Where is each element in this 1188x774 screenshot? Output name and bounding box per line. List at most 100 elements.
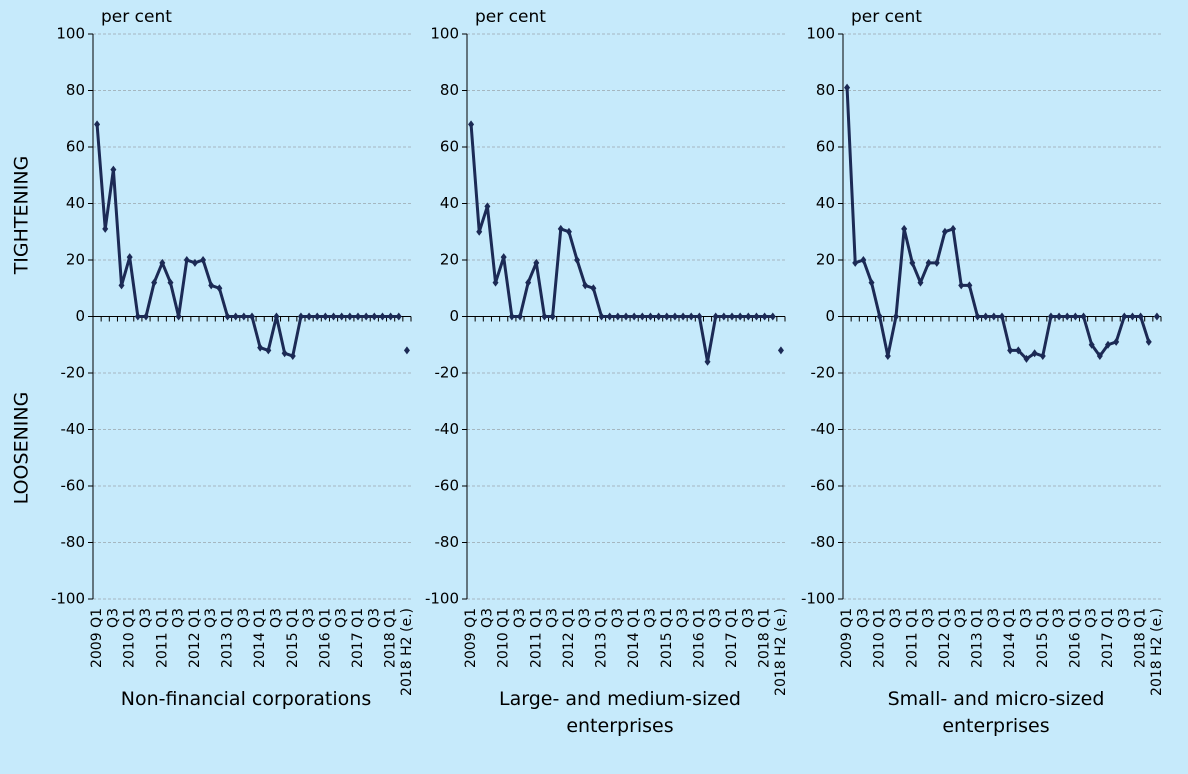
point <box>476 227 483 236</box>
x-tick-label: 2016 Q1 <box>1067 608 1083 668</box>
x-tick-label: Q3 <box>171 608 187 628</box>
point <box>999 312 1005 321</box>
y-tick-label: -80 <box>435 533 460 551</box>
point <box>982 312 989 321</box>
point <box>1007 346 1014 355</box>
x-tick-label: 2017 Q1 <box>724 608 740 668</box>
y-tick-label: -80 <box>61 533 86 551</box>
x-tick-label: 2011 Q1 <box>528 608 544 668</box>
point <box>860 256 867 264</box>
point <box>729 312 735 321</box>
x-tick-label: Q3 <box>479 608 495 628</box>
point <box>639 312 646 321</box>
y-tick-label: 60 <box>440 138 459 156</box>
x-tick-label: 2014 Q1 <box>252 608 268 668</box>
point <box>355 312 361 321</box>
x-tick-label: 2015 Q1 <box>1035 608 1051 668</box>
y-tick-label: 60 <box>66 138 85 156</box>
point <box>159 258 166 267</box>
point <box>110 165 117 174</box>
x-tick-label: 2012 Q1 <box>937 608 953 668</box>
point <box>175 312 182 321</box>
x-tick-label: 2014 Q1 <box>1002 608 1018 668</box>
point <box>909 258 916 267</box>
x-tick-label: 2017 Q1 <box>1100 608 1116 668</box>
point <box>102 224 109 233</box>
point <box>143 312 149 321</box>
point <box>753 312 760 321</box>
point <box>314 312 321 321</box>
point <box>720 312 727 321</box>
x-tick-label: Q3 <box>610 608 626 628</box>
point <box>688 312 695 321</box>
y-tick-label: 40 <box>66 194 85 212</box>
point <box>852 258 859 267</box>
x-tick-label: 2011 Q1 <box>904 608 920 668</box>
point <box>167 278 174 287</box>
x-tick-label: 2009 Q1 <box>89 608 105 668</box>
point <box>696 312 703 321</box>
unit-label: per cent <box>475 7 546 27</box>
point <box>281 349 288 358</box>
point <box>712 312 719 321</box>
x-tick-label: Q3 <box>105 608 121 628</box>
x-tick-label: Q3 <box>577 608 593 628</box>
point <box>1056 312 1063 321</box>
y-tick-label: -40 <box>811 420 836 438</box>
x-tick-label: 2010 Q1 <box>122 608 138 668</box>
y-tick-label: -100 <box>425 590 459 608</box>
point <box>933 258 940 267</box>
point <box>582 281 589 290</box>
point <box>737 312 744 321</box>
x-tick-label: Q3 <box>334 608 350 628</box>
y-tick-label: -100 <box>51 590 85 608</box>
point <box>549 312 556 321</box>
point <box>232 312 239 321</box>
point <box>94 120 101 129</box>
point <box>590 284 597 293</box>
x-tick-label: Q3 <box>642 608 658 628</box>
x-tick-label: 2013 Q1 <box>594 608 610 668</box>
point <box>614 312 621 321</box>
panel-title: Large- and medium-sized enterprises <box>499 688 741 737</box>
x-tick-label: 2013 Q1 <box>970 608 986 668</box>
point <box>1031 349 1038 358</box>
point <box>647 312 654 321</box>
x-tick-label: Q3 <box>138 608 154 628</box>
y-tick-label: 80 <box>816 81 835 99</box>
y-tick-label: -20 <box>435 364 460 382</box>
x-tick-label: 2018 Q1 <box>383 608 399 668</box>
point <box>297 312 304 321</box>
point <box>1047 312 1054 321</box>
point <box>468 120 475 129</box>
point <box>671 312 678 321</box>
point <box>745 312 752 321</box>
point <box>240 312 247 321</box>
point <box>200 256 207 264</box>
point <box>655 312 662 321</box>
point <box>330 312 337 321</box>
point <box>704 357 711 366</box>
point <box>265 346 272 355</box>
x-tick-label: 2016 Q1 <box>691 608 707 668</box>
x-tick-label: Q3 <box>1116 608 1132 628</box>
x-tick-label: Q3 <box>301 608 317 628</box>
point <box>958 281 965 290</box>
x-tick-label: 2013 Q1 <box>220 608 236 668</box>
point <box>541 312 548 321</box>
y-tick-label: 20 <box>816 251 835 269</box>
y-tick-label: -60 <box>435 477 460 495</box>
x-tick-label: Q3 <box>1084 608 1100 628</box>
point <box>876 312 883 321</box>
point <box>1153 312 1160 321</box>
panel-title: Small- and micro-sized enterprises <box>887 688 1105 737</box>
x-tick-label: 2018 H2 (e.) <box>1149 608 1165 696</box>
point <box>680 312 687 321</box>
x-tick-label: 2018 H2 (e.) <box>399 608 415 696</box>
point <box>484 202 491 211</box>
point <box>379 312 386 321</box>
x-tick-label: 2012 Q1 <box>187 608 203 668</box>
point <box>126 253 133 262</box>
point <box>338 312 345 321</box>
